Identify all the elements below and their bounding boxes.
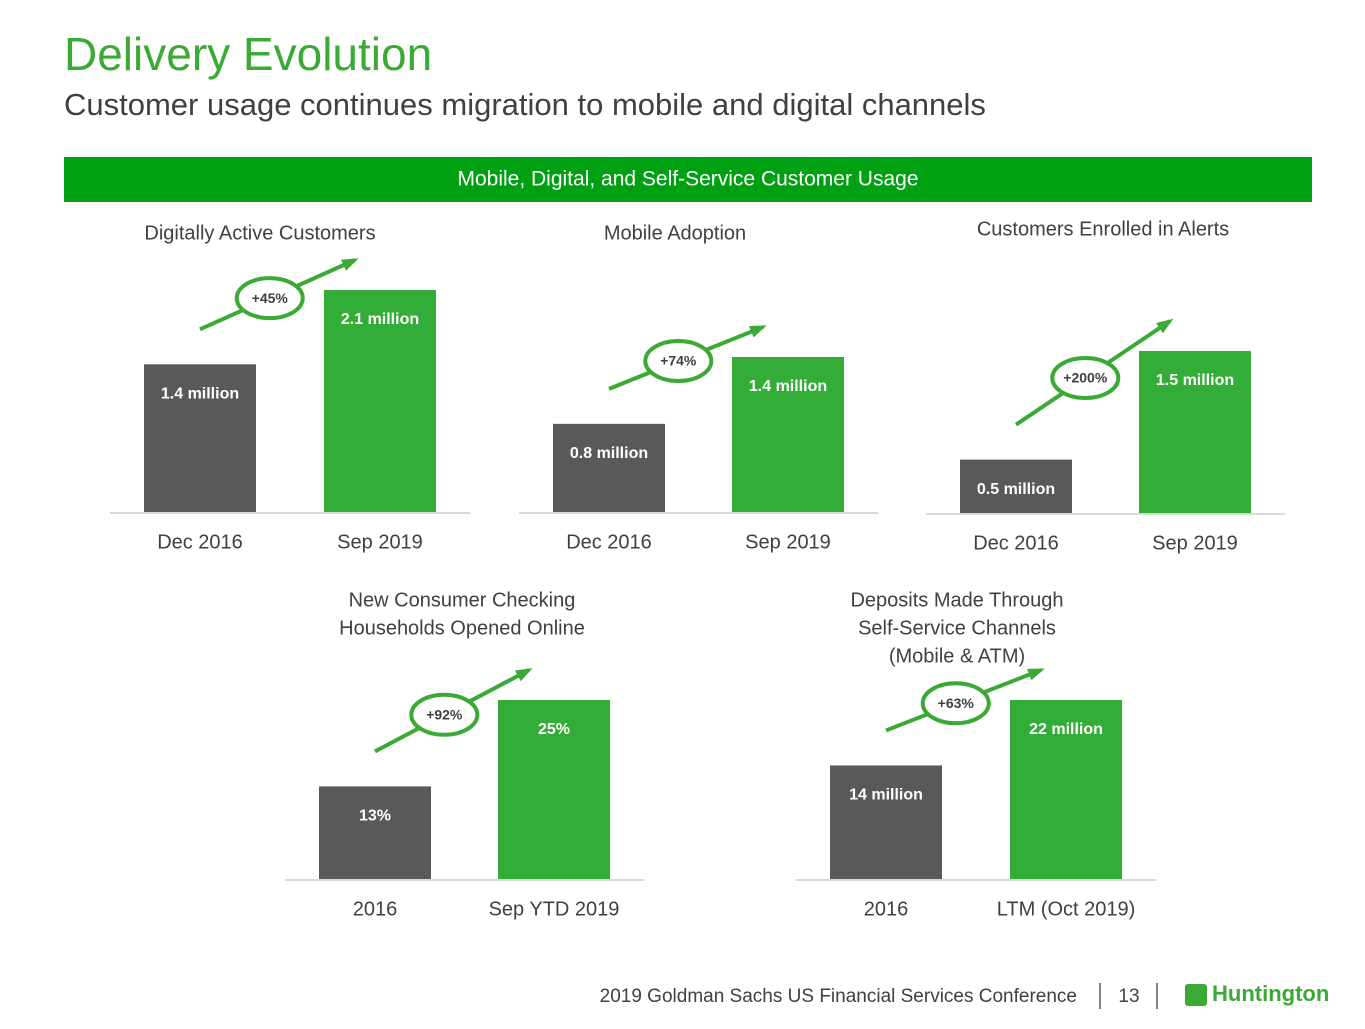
chart-title: Self-Service Channels [858,617,1056,639]
bar [319,786,431,880]
value-label: 22 million [1029,721,1103,738]
x-tick-label: 2016 [864,898,909,920]
value-label: 1.5 million [1156,372,1234,389]
x-tick-label: Dec 2016 [566,531,652,553]
logo-icon [1185,984,1207,1006]
chart-title: Deposits Made Through [850,589,1063,611]
bar [498,700,610,880]
slide-title: Delivery Evolution [64,28,432,80]
bar [732,357,844,513]
x-tick-label: LTM (Oct 2019) [997,898,1136,920]
annotation: +63% [938,695,975,711]
value-label: 1.4 million [749,378,827,395]
annotation: +45% [252,290,289,306]
logo: Huntington [1212,981,1329,1006]
x-tick-label: Sep 2019 [1152,532,1238,554]
annotation: +92% [426,706,463,722]
arrow-head [1156,318,1174,334]
arrow-head [515,668,533,682]
annotation: +74% [660,353,697,369]
value-label: 25% [538,721,570,738]
bar [960,459,1072,514]
x-tick-label: Sep YTD 2019 [489,898,620,920]
x-tick-label: 2016 [353,898,398,920]
x-tick-label: Dec 2016 [973,532,1059,554]
annotation-circle [920,681,991,726]
footer-text: 2019 Goldman Sachs US Financial Services… [600,986,1077,1007]
x-tick-label: Dec 2016 [157,531,243,553]
bar [1139,351,1251,514]
bar [324,290,436,513]
x-tick-label: Sep 2019 [337,531,423,553]
bar [830,765,942,880]
bar [144,364,256,513]
value-label: 1.4 million [161,386,239,403]
value-label: 13% [359,808,391,825]
annotation-circle [643,339,714,384]
slide-subtitle: Customer usage continues migration to mo… [64,87,986,122]
banner [64,157,1312,202]
arrow-head [341,258,359,271]
value-label: 2.1 million [341,311,419,328]
page-number: 13 [1118,986,1139,1007]
arrow-head [749,325,767,338]
annotation-circle [234,276,305,321]
banner-text: Mobile, Digital, and Self-Service Custom… [457,168,918,191]
value-label: 0.8 million [570,445,648,462]
chart-title: Mobile Adoption [604,222,746,244]
chart-title: (Mobile & ATM) [889,645,1025,667]
chart-title: New Consumer Checking [349,589,576,611]
x-tick-label: Sep 2019 [745,531,831,553]
annotation-circle [409,692,480,737]
bar [553,423,665,513]
chart-title: Digitally Active Customers [144,222,375,244]
bar [1010,700,1122,880]
arrow-head [1027,668,1045,681]
value-label: 0.5 million [977,481,1055,498]
chart-title: Customers Enrolled in Alerts [977,218,1229,240]
annotation: +200% [1063,370,1108,386]
annotation-circle [1050,356,1121,401]
value-label: 14 million [849,787,923,804]
chart-title: Households Opened Online [339,617,585,639]
